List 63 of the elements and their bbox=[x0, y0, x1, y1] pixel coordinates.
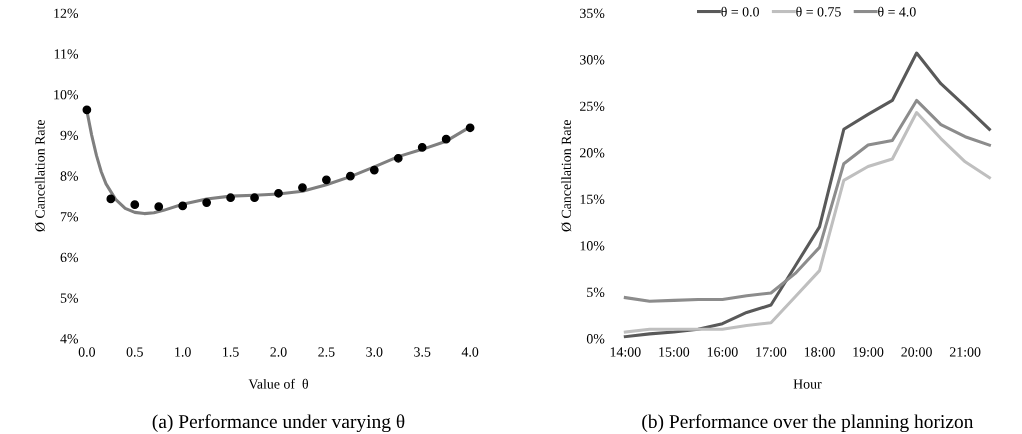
y-tick-label: 10% bbox=[54, 89, 79, 100]
point bbox=[130, 200, 140, 210]
x-tick-label: 21:00 bbox=[949, 347, 981, 357]
x-tick-label: 0.0 bbox=[78, 347, 96, 357]
y-tick-label: 10% bbox=[580, 241, 605, 251]
x-tick-label: 3.0 bbox=[366, 347, 383, 357]
point bbox=[322, 175, 331, 185]
y-tick-label: 11% bbox=[54, 49, 79, 59]
y-tick-label: 30% bbox=[580, 55, 605, 65]
y-axis-title: Ø Cancellation Rate bbox=[561, 119, 572, 232]
x-tick-label: 2.5 bbox=[318, 347, 335, 357]
y-tick-label: 25% bbox=[580, 101, 605, 112]
point bbox=[226, 193, 235, 203]
x-axis-title: Hour bbox=[793, 379, 822, 389]
x-tick-label: 17:00 bbox=[756, 347, 787, 357]
x-tick-label: 15:00 bbox=[659, 347, 690, 357]
point bbox=[369, 165, 379, 175]
y-tick-label: 35% bbox=[580, 8, 605, 19]
point bbox=[465, 123, 475, 133]
x-tick-label: 1.0 bbox=[175, 347, 191, 357]
y-tick-label: 7% bbox=[60, 212, 79, 222]
point bbox=[298, 183, 307, 192]
point bbox=[393, 153, 403, 163]
point bbox=[274, 188, 283, 198]
y-tick-label: 20% bbox=[580, 148, 605, 158]
x-axis-title: Value of θ bbox=[248, 378, 309, 389]
point bbox=[250, 193, 259, 203]
y-axis-title: Ø Cancellation Rate bbox=[34, 119, 45, 232]
x-tick-label: 0.5 bbox=[126, 347, 143, 357]
y-tick-label: 4% bbox=[60, 334, 79, 344]
line-series bbox=[623, 51, 991, 339]
point bbox=[106, 194, 116, 204]
point bbox=[82, 105, 92, 115]
point bbox=[417, 142, 427, 152]
text: (b) Performance over the planning horizon bbox=[642, 414, 974, 433]
y-tick-label: 5% bbox=[60, 293, 79, 303]
x-tick-label: 2.0 bbox=[270, 347, 287, 357]
y-tick-label: 0% bbox=[586, 334, 605, 344]
line-series bbox=[623, 111, 991, 334]
x-tick-label: 14:00 bbox=[610, 347, 641, 357]
y-tick-label: 9% bbox=[60, 130, 79, 141]
legend-label: θ = 0.0 bbox=[721, 6, 759, 17]
y-tick-label: 12% bbox=[54, 8, 79, 19]
point bbox=[178, 201, 188, 211]
point bbox=[441, 134, 451, 144]
point bbox=[202, 198, 212, 207]
point bbox=[154, 202, 164, 212]
x-tick-label: 1.5 bbox=[223, 347, 239, 357]
line-series bbox=[623, 98, 991, 303]
x-tick-label: 4.0 bbox=[461, 347, 479, 357]
x-tick-label: 20:00 bbox=[901, 347, 932, 357]
text: (a) Performance under varying θ bbox=[152, 414, 405, 433]
x-tick-label: 3.5 bbox=[414, 347, 431, 357]
legend-label: θ = 4.0 bbox=[878, 6, 916, 17]
legend-label: θ = 0.75 bbox=[796, 6, 841, 17]
x-tick-label: 19:00 bbox=[853, 347, 884, 357]
y-tick-label: 15% bbox=[580, 194, 605, 205]
y-tick-label: 8% bbox=[60, 171, 79, 181]
point bbox=[345, 171, 355, 181]
y-tick-label: 5% bbox=[587, 287, 605, 298]
y-tick-label: 6% bbox=[60, 252, 79, 263]
x-tick-label: 16:00 bbox=[707, 347, 738, 357]
x-tick-label: 18:00 bbox=[804, 347, 835, 357]
